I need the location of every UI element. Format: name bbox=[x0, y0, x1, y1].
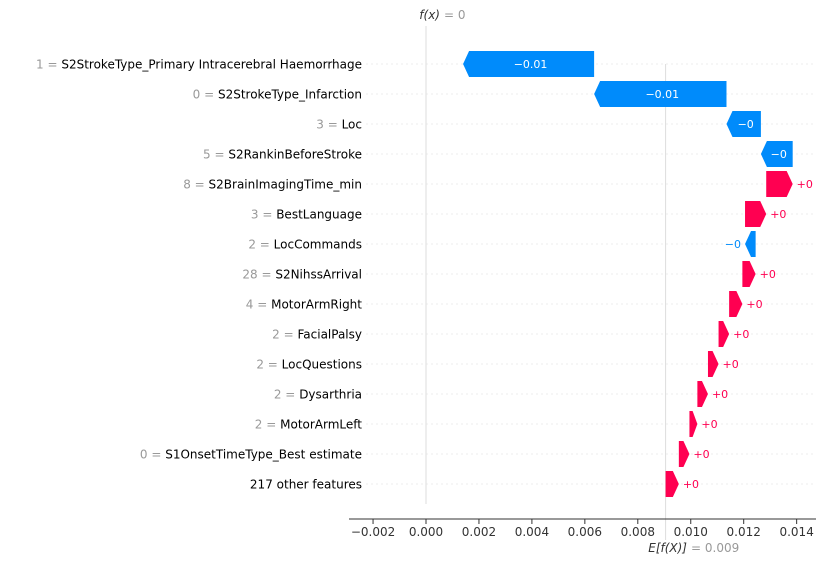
contribution-label: +0 bbox=[733, 328, 749, 341]
positive-contribution-bar bbox=[678, 441, 690, 467]
contribution-label: +0 bbox=[723, 358, 739, 371]
x-tick-label: 0.006 bbox=[568, 525, 602, 539]
feature-value: 0 = bbox=[193, 88, 218, 102]
svg-text:f(x): f(x) bbox=[419, 8, 440, 22]
feature-label: 4 = MotorArmRight bbox=[246, 298, 363, 312]
feature-label: 8 = S2BrainImagingTime_min bbox=[183, 178, 362, 192]
ex-label: E[f(X)] bbox=[648, 541, 687, 555]
feature-label: 0 = S1OnsetTimeType_Best estimate bbox=[140, 448, 362, 462]
positive-contribution-bar bbox=[707, 351, 719, 377]
positive-contribution-bar bbox=[689, 411, 698, 437]
feature-value: 0 = bbox=[140, 448, 165, 462]
positive-contribution-bar bbox=[665, 471, 679, 497]
feature-value: 3 = bbox=[251, 208, 276, 222]
feature-label: 2 = FacialPalsy bbox=[272, 328, 362, 342]
x-tick-label: 0.004 bbox=[515, 525, 549, 539]
contribution-label: +0 bbox=[683, 478, 699, 491]
feature-value: 2 = bbox=[255, 418, 280, 432]
feature-label: 3 = BestLanguage bbox=[251, 208, 362, 222]
contribution-label: −0 bbox=[738, 118, 754, 131]
feature-value: 4 = bbox=[246, 298, 271, 312]
contribution-label: −0 bbox=[771, 148, 787, 161]
feature-value: 2 = bbox=[274, 388, 299, 402]
feature-value: 8 = bbox=[183, 178, 208, 192]
reference-lines bbox=[425, 26, 667, 540]
x-tick-label: 0.008 bbox=[621, 525, 655, 539]
contribution-label: +0 bbox=[693, 448, 709, 461]
x-tick-label: 0.014 bbox=[779, 525, 813, 539]
contribution-label: +0 bbox=[760, 268, 776, 281]
row-gridlines bbox=[366, 63, 816, 485]
feature-label: 28 = S2NihssArrival bbox=[242, 268, 362, 282]
ex-value: 0.009 bbox=[705, 541, 739, 555]
svg-text:= 0: = 0 bbox=[444, 8, 466, 22]
feature-name: S2RankinBeforeStroke bbox=[228, 148, 362, 162]
contribution-bars bbox=[463, 51, 793, 497]
positive-contribution-bar bbox=[742, 261, 756, 287]
contribution-label: +0 bbox=[701, 418, 717, 431]
feature-name: S2StrokeType_Primary Intracerebral Haemo… bbox=[61, 58, 362, 72]
positive-contribution-bar bbox=[729, 291, 743, 317]
feature-name: Loc bbox=[342, 118, 362, 132]
contribution-label: +0 bbox=[746, 298, 762, 311]
feature-name: BestLanguage bbox=[276, 208, 362, 222]
fx-label: f(x) bbox=[419, 8, 440, 22]
feature-label: 2 = Dysarthria bbox=[274, 388, 362, 402]
positive-contribution-bar bbox=[697, 381, 708, 407]
feature-label: 5 = S2RankinBeforeStroke bbox=[203, 148, 362, 162]
feature-label: 217 other features bbox=[250, 478, 362, 492]
negative-contribution-bar bbox=[594, 81, 727, 107]
positive-contribution-bar bbox=[766, 171, 793, 197]
negative-contribution-bar bbox=[745, 231, 756, 257]
feature-value: 2 = bbox=[256, 358, 281, 372]
feature-label: 2 = LocQuestions bbox=[256, 358, 362, 372]
contribution-label: −0.01 bbox=[645, 88, 679, 101]
feature-value: 5 = bbox=[203, 148, 228, 162]
negative-contribution-bar bbox=[726, 111, 761, 137]
contribution-label: −0.01 bbox=[514, 58, 548, 71]
negative-contribution-bar bbox=[760, 141, 793, 167]
feature-label: 1 = S2StrokeType_Primary Intracerebral H… bbox=[36, 58, 362, 72]
feature-name: LocQuestions bbox=[282, 358, 362, 372]
svg-text:= 0.009: = 0.009 bbox=[691, 541, 739, 555]
contribution-label: −0 bbox=[725, 238, 741, 251]
feature-value: 28 = bbox=[242, 268, 275, 282]
feature-label: 2 = MotorArmLeft bbox=[255, 418, 362, 432]
feature-name: MotorArmRight bbox=[271, 298, 362, 312]
feature-name: LocCommands bbox=[274, 238, 362, 252]
fx-annotation: f(x) = 0 bbox=[419, 8, 465, 22]
feature-label: 3 = Loc bbox=[316, 118, 362, 132]
feature-value: 3 = bbox=[316, 118, 341, 132]
feature-labels: 1 = S2StrokeType_Primary Intracerebral H… bbox=[36, 58, 813, 492]
x-tick-label: 0.010 bbox=[674, 525, 708, 539]
svg-text:E[f(X)]: E[f(X)] bbox=[648, 541, 687, 555]
feature-name: FacialPalsy bbox=[297, 328, 362, 342]
feature-label: 2 = LocCommands bbox=[248, 238, 362, 252]
feature-name: MotorArmLeft bbox=[280, 418, 362, 432]
feature-name: Dysarthria bbox=[299, 388, 362, 402]
ex-annotation: E[f(X)] = 0.009 bbox=[648, 541, 739, 555]
feature-name: 217 other features bbox=[250, 478, 362, 492]
feature-value: 2 = bbox=[248, 238, 273, 252]
feature-value: 2 = bbox=[272, 328, 297, 342]
feature-value: 1 = bbox=[36, 58, 61, 72]
fx-value: 0 bbox=[458, 8, 466, 22]
x-tick-label: 0.012 bbox=[727, 525, 761, 539]
positive-contribution-bar bbox=[718, 321, 730, 347]
x-tick-label: −0.002 bbox=[351, 525, 395, 539]
contribution-label: +0 bbox=[797, 178, 813, 191]
x-tick-label: 0.002 bbox=[462, 525, 496, 539]
x-axis: −0.002 0.000 0.002 0.004 0.006 0.008 0.010 0.01… bbox=[349, 518, 816, 539]
positive-contribution-bar bbox=[745, 201, 767, 227]
feature-name: S1OnsetTimeType_Best estimate bbox=[165, 448, 362, 462]
contribution-label: +0 bbox=[712, 388, 728, 401]
negative-contribution-bar bbox=[463, 51, 595, 77]
contribution-label: +0 bbox=[770, 208, 786, 221]
x-tick-label: 0.000 bbox=[409, 525, 443, 539]
feature-name: S2BrainImagingTime_min bbox=[209, 178, 362, 192]
feature-label: 0 = S2StrokeType_Infarction bbox=[193, 88, 362, 102]
feature-name: S2NihssArrival bbox=[275, 268, 362, 282]
feature-name: S2StrokeType_Infarction bbox=[218, 88, 362, 102]
